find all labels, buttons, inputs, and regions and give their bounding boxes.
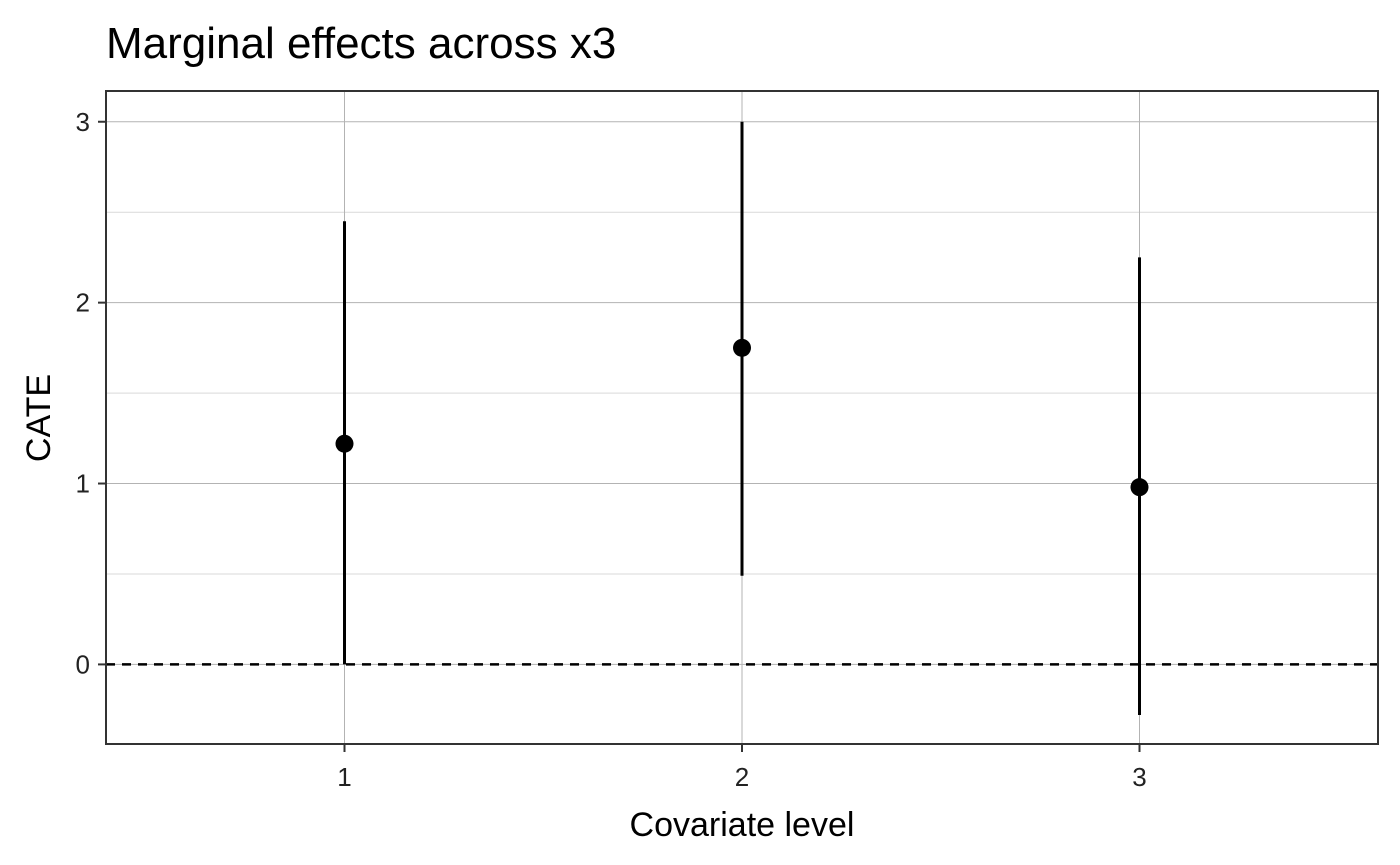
- y-tick-label: 3: [76, 107, 90, 137]
- x-tick-label: 2: [735, 762, 749, 792]
- data-point: [335, 434, 354, 453]
- data-marks: [335, 121, 1149, 716]
- data-point: [1130, 478, 1149, 497]
- x-tick-label: 3: [1132, 762, 1146, 792]
- y-axis-title: CATE: [20, 374, 58, 462]
- x-tick-label: 1: [337, 762, 351, 792]
- y-tick-label: 0: [76, 649, 90, 679]
- y-tick-label: 2: [76, 288, 90, 318]
- axis-ticks: 0 1 2 3 1 2 3: [76, 107, 1147, 792]
- data-point: [733, 338, 751, 357]
- chart-title: Marginal effects across x3: [106, 19, 616, 68]
- x-axis-title: Covariate level: [630, 806, 855, 844]
- y-tick-label: 1: [76, 469, 90, 499]
